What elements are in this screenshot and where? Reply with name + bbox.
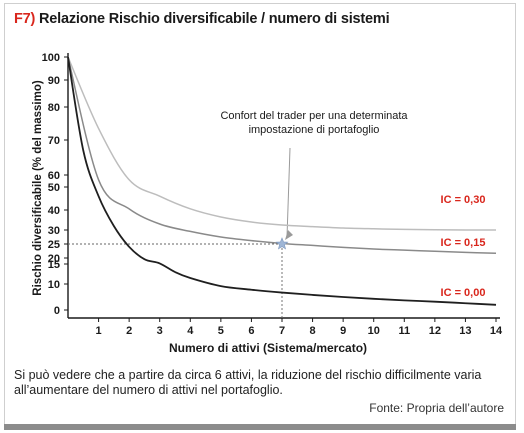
x-tick-label: 10: [368, 325, 380, 337]
x-tick-label: 11: [398, 325, 410, 337]
x-tick-label: 6: [248, 325, 254, 337]
y-tick-label: 90: [48, 75, 60, 87]
figure-title: F7) Relazione Rischio diversificabile / …: [14, 11, 390, 27]
x-tick-label: 2: [126, 325, 132, 337]
x-tick-label: 1: [96, 325, 102, 337]
highlight-star-marker: [275, 237, 289, 250]
y-tick-label: 100: [42, 52, 60, 64]
series-lines: [67, 56, 497, 306]
annotation-text-line: Confort del trader per una determinata: [220, 110, 408, 122]
y-tick-label: 15: [48, 259, 60, 271]
annotation-text-line: impostazione di portafoglio: [249, 124, 380, 136]
series-line-2: [67, 56, 497, 306]
annotation-arrow: [286, 147, 291, 238]
y-tick-label: 80: [48, 102, 60, 114]
series-line-0: [67, 56, 497, 231]
y-tick-label: 40: [48, 205, 60, 217]
caption: Si può vedere che a partire da circa 6 a…: [14, 368, 482, 397]
series-label-0: IC = 0,30: [441, 194, 486, 206]
annotation-arrowhead: [285, 230, 293, 240]
y-tick-label: 60: [48, 170, 60, 182]
y-tick-label: 70: [48, 135, 60, 147]
x-axis-label: Numero di attivi (Sistema/mercato): [169, 341, 367, 355]
bottom-rule: [4, 424, 516, 430]
y-tick-label: 50: [48, 182, 60, 194]
guide-lines: [68, 147, 293, 318]
x-tick-label: 7: [279, 325, 285, 337]
x-tick-label: 3: [157, 325, 163, 337]
x-tick-label: 4: [187, 325, 194, 337]
figure-frame: [4, 3, 516, 425]
y-tick-label: 30: [48, 225, 60, 237]
y-tick-label: 20: [48, 253, 60, 265]
x-tick-label: 13: [459, 325, 471, 337]
x-tick-label: 8: [310, 325, 316, 337]
y-tick-label: 0: [54, 305, 60, 317]
figure-title-text: Relazione Rischio diversificabile / nume…: [39, 11, 390, 27]
source-note: Fonte: Propria dell’autore: [369, 401, 504, 415]
x-tick-label: 14: [490, 325, 503, 337]
series-label-1: IC = 0,15: [441, 237, 486, 249]
chart-labels: 1 2 3 4 5 6 7 8 9 10 11 12 13 14010152025304050607080…: [42, 52, 503, 337]
axes: [64, 53, 500, 322]
x-tick-label: 5: [218, 325, 224, 337]
series-line-1: [67, 56, 497, 254]
x-tick-label: 12: [429, 325, 441, 337]
y-tick-label: 10: [48, 279, 60, 291]
y-tick-label: 25: [48, 239, 60, 251]
x-tick-label: 9: [340, 325, 346, 337]
y-axis-label: Rischio diversificabile (% del massimo): [32, 80, 44, 296]
series-label-2: IC = 0,00: [441, 287, 486, 299]
figure-id: F7): [14, 11, 36, 27]
